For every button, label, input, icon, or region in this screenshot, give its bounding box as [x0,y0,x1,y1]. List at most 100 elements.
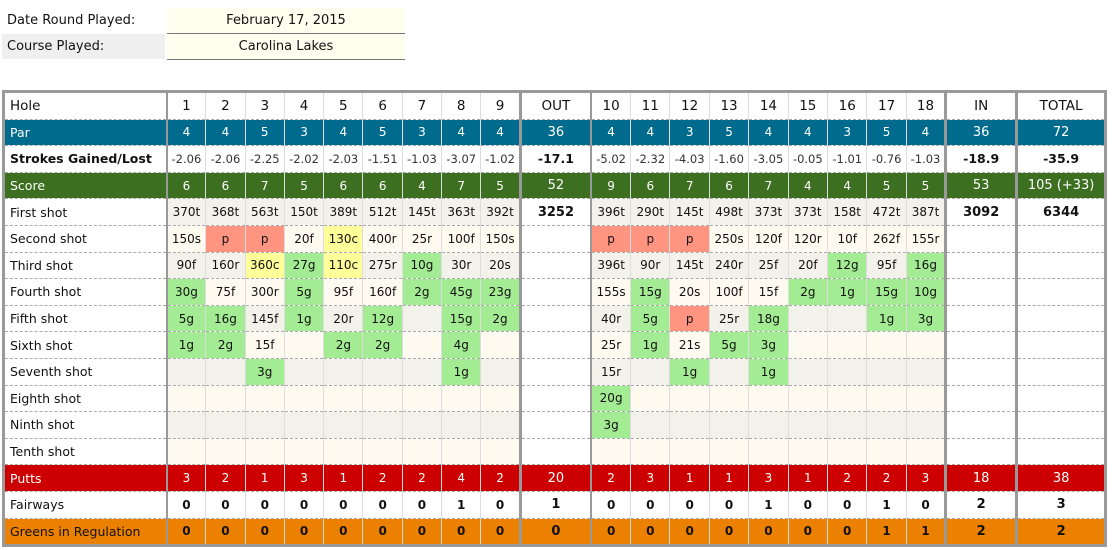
shot-cell: 1g [165,331,206,359]
shot-cell [283,385,324,413]
putts-row-hole-2: 2 [205,464,246,492]
fairways-row-hole-9: 0 [480,491,521,519]
shot-row-label: Third shot [3,252,167,280]
shot-cell: p [205,225,246,253]
gir-row-hole-5: 0 [323,518,363,547]
shot-cell: 1g [827,278,867,306]
gir-row-hole-6: 0 [362,518,403,547]
score-row-hole-1: 6 [165,172,206,200]
shot-out-total [518,252,592,280]
score-row-hole-16: 4 [827,172,867,200]
fairways-row-hole-1: 0 [165,491,206,519]
putts-row-in: 18 [944,464,1017,492]
shot-cell: 23g [480,278,521,306]
shot-cell [748,385,789,413]
shot-cell: 3g [748,331,789,359]
shot-cell [205,411,246,439]
shot-cell: 150s [165,225,206,253]
strokes-gained-row-hole-3: -2.25 [244,145,285,173]
shot-cell [401,385,442,413]
shot-cell [165,385,206,413]
shot-cell: 2g [787,278,828,306]
shot-cell: 20f [787,252,828,280]
fairways-row-hole-16: 0 [827,491,867,519]
strokes-gained-row-hole-9: -1.02 [480,145,521,173]
shot-total [1015,438,1106,466]
par-row-hole-13: 5 [708,119,749,147]
shot-in-total [944,252,1017,280]
course-field[interactable]: Carolina Lakes [167,34,405,60]
par-row-hole-16: 3 [827,119,867,147]
shot-cell: 360c [244,252,285,280]
par-row-hole-5: 4 [323,119,363,147]
shot-cell [827,438,867,466]
shot-cell [827,358,867,386]
gir-row-hole-10: 0 [590,518,631,547]
shot-cell [708,438,749,466]
shot-in-total [944,278,1017,306]
par-row-total: 72 [1015,119,1106,147]
shot-cell [905,358,946,386]
shot-cell: 120f [748,225,789,253]
putts-row-hole-12: 1 [669,464,710,492]
score-row-hole-11: 6 [630,172,670,200]
shot-cell: 90r [630,252,670,280]
shot-cell [905,411,946,439]
putts-row-hole-3: 1 [244,464,285,492]
fairways-row-hole-13: 0 [708,491,749,519]
shot-cell: 145f [244,305,285,333]
shot-cell [748,411,789,439]
shot-row-label: Ninth shot [3,411,167,439]
putts-row-label: Putts [3,464,167,492]
strokes-gained-row-hole-15: -0.05 [787,145,828,173]
shot-cell: 563t [244,198,285,226]
fairways-row-hole-12: 0 [669,491,710,519]
shot-cell [283,331,324,359]
shot-cell: 15f [244,331,285,359]
strokes-gained-row-hole-17: -0.76 [866,145,907,173]
shot-row: Eighth shot 20g [3,385,1106,413]
par-row-in: 36 [944,119,1017,147]
shot-cell: 240r [708,252,749,280]
strokes-gained-row-out: -17.1 [518,145,592,173]
shot-cell [630,385,670,413]
shot-cell [165,411,206,439]
shot-out-total [518,278,592,306]
strokes-gained-row-hole-14: -3.05 [748,145,789,173]
shot-cell [866,438,907,466]
shot-cell [480,331,521,359]
shot-cell: 290t [630,198,670,226]
shot-cell: 20f [283,225,324,253]
shot-cell: 16g [905,252,946,280]
shot-cell: 275r [362,252,403,280]
shot-cell: 300r [244,278,285,306]
shot-cell: 20g [590,385,631,413]
shot-cell: 1g [441,358,481,386]
shot-cell [827,305,867,333]
shot-total: 6344 [1015,198,1106,226]
hole-header-label: Hole [3,91,167,120]
score-row-out: 52 [518,172,592,200]
score-row-hole-6: 6 [362,172,403,200]
shot-total [1015,385,1106,413]
score-row-hole-12: 7 [669,172,710,200]
par-row-out: 36 [518,119,592,147]
date-field[interactable]: February 17, 2015 [167,8,405,34]
shot-cell [827,411,867,439]
shot-cell [905,385,946,413]
hole-number-4: 4 [283,91,324,120]
par-row-hole-15: 4 [787,119,828,147]
fairways-row-hole-3: 0 [244,491,285,519]
shot-out-total [518,305,592,333]
shot-cell: 12g [362,305,403,333]
par-row-hole-7: 3 [401,119,442,147]
shot-cell [669,411,710,439]
shot-cell: 262f [866,225,907,253]
shot-cell: 150s [480,225,521,253]
par-row-hole-11: 4 [630,119,670,147]
par-row-hole-6: 5 [362,119,403,147]
shot-cell: 3g [590,411,631,439]
par-row-hole-18: 4 [905,119,946,147]
putts-row-hole-9: 2 [480,464,521,492]
shot-cell: 130c [323,225,363,253]
